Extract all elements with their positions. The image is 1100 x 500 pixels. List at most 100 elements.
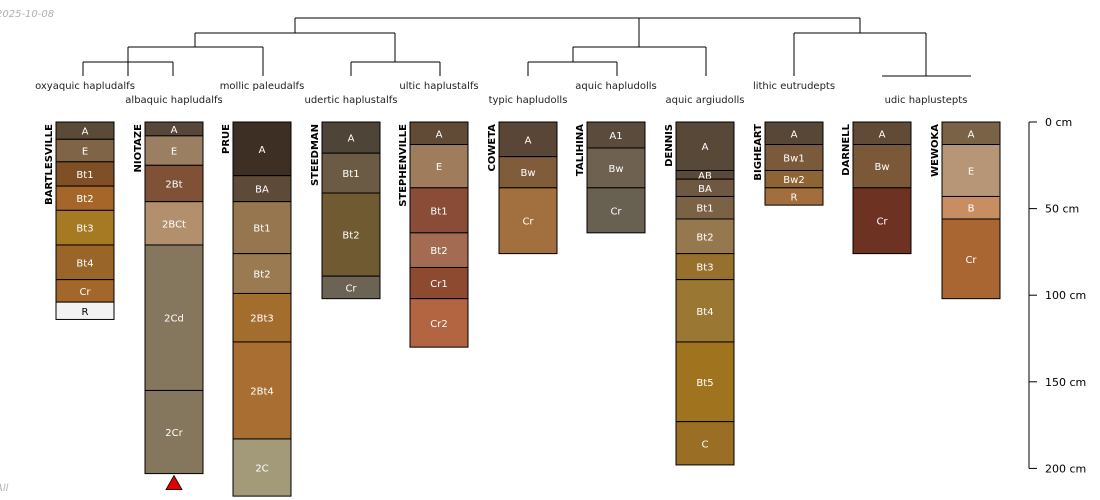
horizon [55,301,115,320]
soil-profile: A AB BA Bt1 Bt2 Bt3 Bt4 Bt5 C DENNIS [664,121,735,466]
horizon-label: E [436,162,442,173]
horizon [232,341,292,440]
horizon [321,121,381,154]
horizon [675,218,735,255]
horizon [852,144,912,189]
horizon [321,192,381,277]
profile-name: WEWOKA [930,124,941,177]
horizon-label: Bw1 [783,154,804,165]
horizon-label: Bw [520,168,535,179]
horizon-label: A [879,129,886,140]
horizon-label: Bt3 [76,224,93,235]
horizon-label: Bt1 [253,224,270,235]
profile-name: PRUE [221,124,232,154]
depth-tick-label: 0 cm [1045,116,1072,129]
horizon-label: BA [255,185,269,196]
horizon-label: Bt2 [253,270,270,281]
horizon [675,121,735,171]
horizon-label: A [436,129,443,140]
horizon [941,218,1001,300]
horizon [409,298,469,348]
horizon [144,389,204,475]
soil-profile: A BA Bt1 Bt2 2Bt3 2Bt4 2C PRUE [221,121,292,497]
horizon-label: 2Cd [164,314,184,325]
horizon [941,144,1001,197]
depth-tick-label: 100 cm [1045,289,1086,302]
horizon [144,201,204,246]
horizon [409,187,469,234]
horizon-label: A [702,142,709,153]
horizon [144,164,204,203]
horizon-label: 2C [255,464,268,475]
horizon-label: Cr [345,283,357,294]
horizon-label: Cr [610,206,622,217]
horizon-label: Bt4 [76,258,93,269]
footer-label: All [0,483,9,494]
horizon [232,121,292,177]
horizon-label: Cr [965,255,977,266]
horizon [764,144,824,171]
horizon-label: Bt1 [696,204,713,215]
taxon-label: typic hapludolls [489,95,568,106]
horizon-label: A [82,127,89,138]
profile-name: DARNELL [841,123,852,175]
horizon [498,156,558,189]
depth-tick-label: 50 cm [1045,203,1079,216]
horizon-label: A1 [609,131,622,142]
horizon-label: Cr1 [430,279,447,290]
horizon [586,187,646,234]
tree-inceptisol-branch [793,32,971,77]
horizon-label: Bt1 [76,170,93,181]
horizon [852,187,912,255]
horizon-label: Bw [608,164,623,175]
horizon [409,232,469,268]
depth-axis: 0 cm 50 cm 100 cm 150 cm 200 cm [1028,116,1086,475]
profile-name: NIOTAZE [133,124,144,173]
soil-profile: A1 Bw Cr TALIHINA [575,121,646,234]
horizon-label: A [348,134,355,145]
taxon-label: aquic hapludolls [575,81,656,92]
horizon-label: 2Bt [165,179,182,190]
horizon-label: A [525,135,532,146]
horizon [764,187,824,206]
horizon [232,175,292,203]
date-label: 2025-10-08 [0,9,54,20]
horizon-label: R [82,307,89,318]
horizon-label: E [171,147,177,158]
soil-profile: A Bw1 Bw2 R BIGHEART [753,121,824,206]
horizon [675,341,735,423]
horizon [321,152,381,194]
profile-name: COWETA [487,124,498,172]
taxon-label: udertic haplustalfs [304,95,397,106]
profile-name: BARTLESVILLE [44,124,55,205]
horizon [498,121,558,158]
horizon-label: AB [698,171,712,182]
tree-root-branch [294,17,861,47]
horizon-label: 2Bt3 [250,314,274,325]
taxon-label: lithic eutrudepts [753,81,835,92]
taxon-label: ultic haplustalfs [399,81,478,92]
classification-dendrogram [82,17,971,77]
horizon [409,266,469,300]
taxon-label: albaquic hapludalfs [125,95,222,106]
tree-alfisol-branch [82,32,441,76]
horizon-label: Bt1 [342,169,359,180]
horizon [675,421,735,466]
horizon-label: B [968,204,975,215]
horizon-label: Bt3 [696,263,713,274]
soil-profile: AE 2Bt 2BCt 2Cd 2Cr NIOTAZE [133,121,204,490]
tree-mollisol-branch [527,46,707,76]
horizon-label: Bw2 [783,175,804,186]
horizon-label: E [968,166,974,177]
taxon-label: aquic argiudolls [665,95,744,106]
horizon-label: 2BCt [162,219,186,230]
horizon [55,185,115,211]
horizon [321,275,381,300]
taxon-label: oxyaquic hapludalfs [35,81,135,92]
horizon-label: Bt2 [430,246,447,257]
horizon-label: Bt2 [342,231,359,242]
horizon-label: E [82,147,88,158]
taxon-label: mollic paleudalfs [220,81,305,92]
horizon [498,187,558,255]
